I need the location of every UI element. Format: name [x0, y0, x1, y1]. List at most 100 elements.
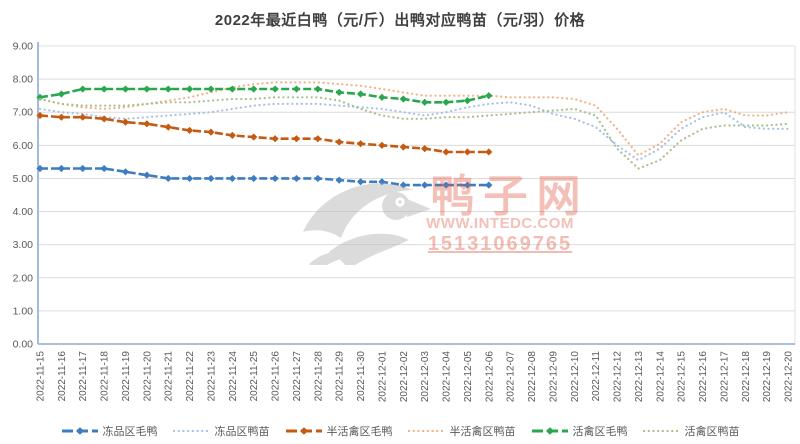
series-marker-0: [36, 164, 44, 173]
series-marker-0: [186, 174, 194, 183]
x-axis-label: 2022-11-16: [57, 351, 68, 402]
x-axis-label: 2022-12-18: [741, 351, 752, 403]
series-marker-0: [292, 174, 301, 183]
chart-title: 2022年最近白鸭（元/斤）出鸭对应鸭苗（元/羽）价格: [214, 12, 586, 29]
x-axis-label: 2022-12-20: [784, 351, 795, 403]
x-axis-label: 2022-12-03: [420, 351, 431, 403]
y-axis-label: 2.00: [13, 272, 34, 284]
series-line-4: [39, 87, 490, 104]
legend-item-3: 半活禽区鸭苗: [407, 423, 516, 439]
series-marker-4: [250, 85, 258, 93]
x-axis-label: 2022-12-01: [377, 351, 388, 403]
series-marker-4: [442, 98, 450, 106]
series-marker-2: [485, 148, 493, 156]
x-axis-label: 2022-11-23: [206, 351, 217, 402]
series-marker-0: [228, 174, 236, 183]
series-marker-2: [164, 123, 172, 131]
series-marker-4: [228, 85, 236, 93]
series-marker-0: [442, 181, 450, 189]
series-marker-0: [164, 174, 172, 183]
x-axis-label: 2022-12-12: [613, 351, 624, 403]
x-axis-label: 2022-12-05: [463, 351, 474, 403]
x-axis-label: 2022-12-07: [506, 351, 517, 403]
x-axis-label: 2022-12-08: [527, 351, 538, 403]
x-axis-label: 2022-12-15: [677, 351, 688, 403]
solid-line-sample-icon: [285, 427, 322, 435]
x-axis-label: 2022-11-30: [356, 351, 367, 402]
series-marker-0: [463, 181, 472, 189]
series-marker-4: [335, 88, 343, 96]
x-axis-label: 2022-12-19: [762, 351, 773, 403]
legend-item-2: 半活禽区毛鸭: [285, 423, 393, 439]
series-marker-2: [79, 113, 87, 121]
series-marker-0: [121, 168, 130, 176]
legend-label-5: 活禽区鸭苗: [684, 426, 740, 438]
legend-label-1: 冻品区鸭苗: [214, 426, 270, 438]
x-axis-label: 2022-11-24: [228, 351, 239, 402]
series-marker-2: [421, 145, 429, 153]
x-axis-label: 2022-12-11: [591, 351, 602, 402]
series-marker-2: [250, 133, 258, 141]
y-axis-label: 9.00: [13, 41, 34, 53]
y-axis-label: 7.00: [13, 107, 34, 119]
series-marker-4: [314, 85, 322, 93]
series-marker-4: [207, 85, 215, 93]
series-marker-2: [314, 135, 322, 143]
series-marker-2: [228, 131, 236, 139]
y-axis-label: 8.00: [13, 74, 34, 86]
y-axis-label: 1.00: [13, 305, 34, 317]
series-marker-4: [36, 93, 44, 101]
series-marker-0: [57, 164, 65, 173]
solid-line-sample-icon: [61, 427, 98, 435]
series-marker-2: [292, 135, 301, 143]
series-marker-4: [271, 85, 279, 93]
series-line-1: [38, 101, 790, 162]
series-marker-4: [186, 85, 194, 93]
series-marker-2: [100, 115, 108, 123]
series-marker-2: [271, 135, 279, 143]
x-axis-label: 2022-11-15: [36, 351, 47, 402]
y-axis-label: 3.00: [13, 239, 34, 251]
series-marker-4: [421, 98, 429, 106]
series-marker-4: [292, 85, 301, 93]
series-marker-4: [399, 95, 407, 103]
legend-item-4: 活禽区毛鸭: [531, 423, 628, 439]
series-marker-0: [399, 181, 407, 189]
legend-label-2: 半活禽区毛鸭: [326, 426, 393, 438]
series-marker-0: [79, 164, 87, 173]
x-axis-label: 2022-11-17: [78, 351, 89, 402]
series-marker-0: [100, 164, 108, 173]
series-marker-4: [378, 93, 386, 101]
solid-line-sample-icon: [531, 427, 568, 435]
legend-item-5: 活禽区鸭苗: [642, 423, 740, 439]
x-axis-label: 2022-12-14: [655, 351, 666, 403]
x-axis-label: 2022-12-13: [634, 351, 645, 403]
series-marker-0: [250, 174, 258, 183]
series-marker-4: [463, 97, 472, 105]
series-marker-0: [356, 178, 365, 186]
series-marker-2: [121, 118, 130, 126]
legend-label-0: 冻品区毛鸭: [102, 426, 158, 438]
dotted-line-sample-icon: [172, 429, 211, 433]
dotted-line-sample-icon: [407, 429, 446, 433]
legend-label-3: 半活禽区鸭苗: [449, 426, 516, 438]
chart-legend: 冻品区毛鸭 冻品区鸭苗 半活禽区毛鸭 半活禽区鸭苗 活禽区毛鸭 活禽区鸭苗: [0, 423, 800, 439]
series-marker-0: [143, 171, 151, 179]
x-axis-label: 2022-12-09: [548, 351, 559, 403]
plot-border: [37, 45, 796, 345]
series-line-0: [40, 167, 489, 187]
series-marker-2: [356, 140, 365, 148]
series-marker-2: [186, 126, 194, 135]
y-axis-label: 0.00: [13, 339, 34, 351]
series-marker-0: [314, 174, 322, 183]
legend-item-0: 冻品区毛鸭: [61, 423, 158, 439]
series-marker-4: [164, 85, 172, 93]
series-marker-4: [100, 85, 108, 93]
series-marker-4: [79, 85, 87, 93]
series-marker-2: [207, 128, 215, 136]
series-marker-2: [36, 111, 44, 120]
x-axis-label: 2022-11-22: [185, 351, 196, 402]
y-axis-label: 5.00: [13, 173, 34, 185]
